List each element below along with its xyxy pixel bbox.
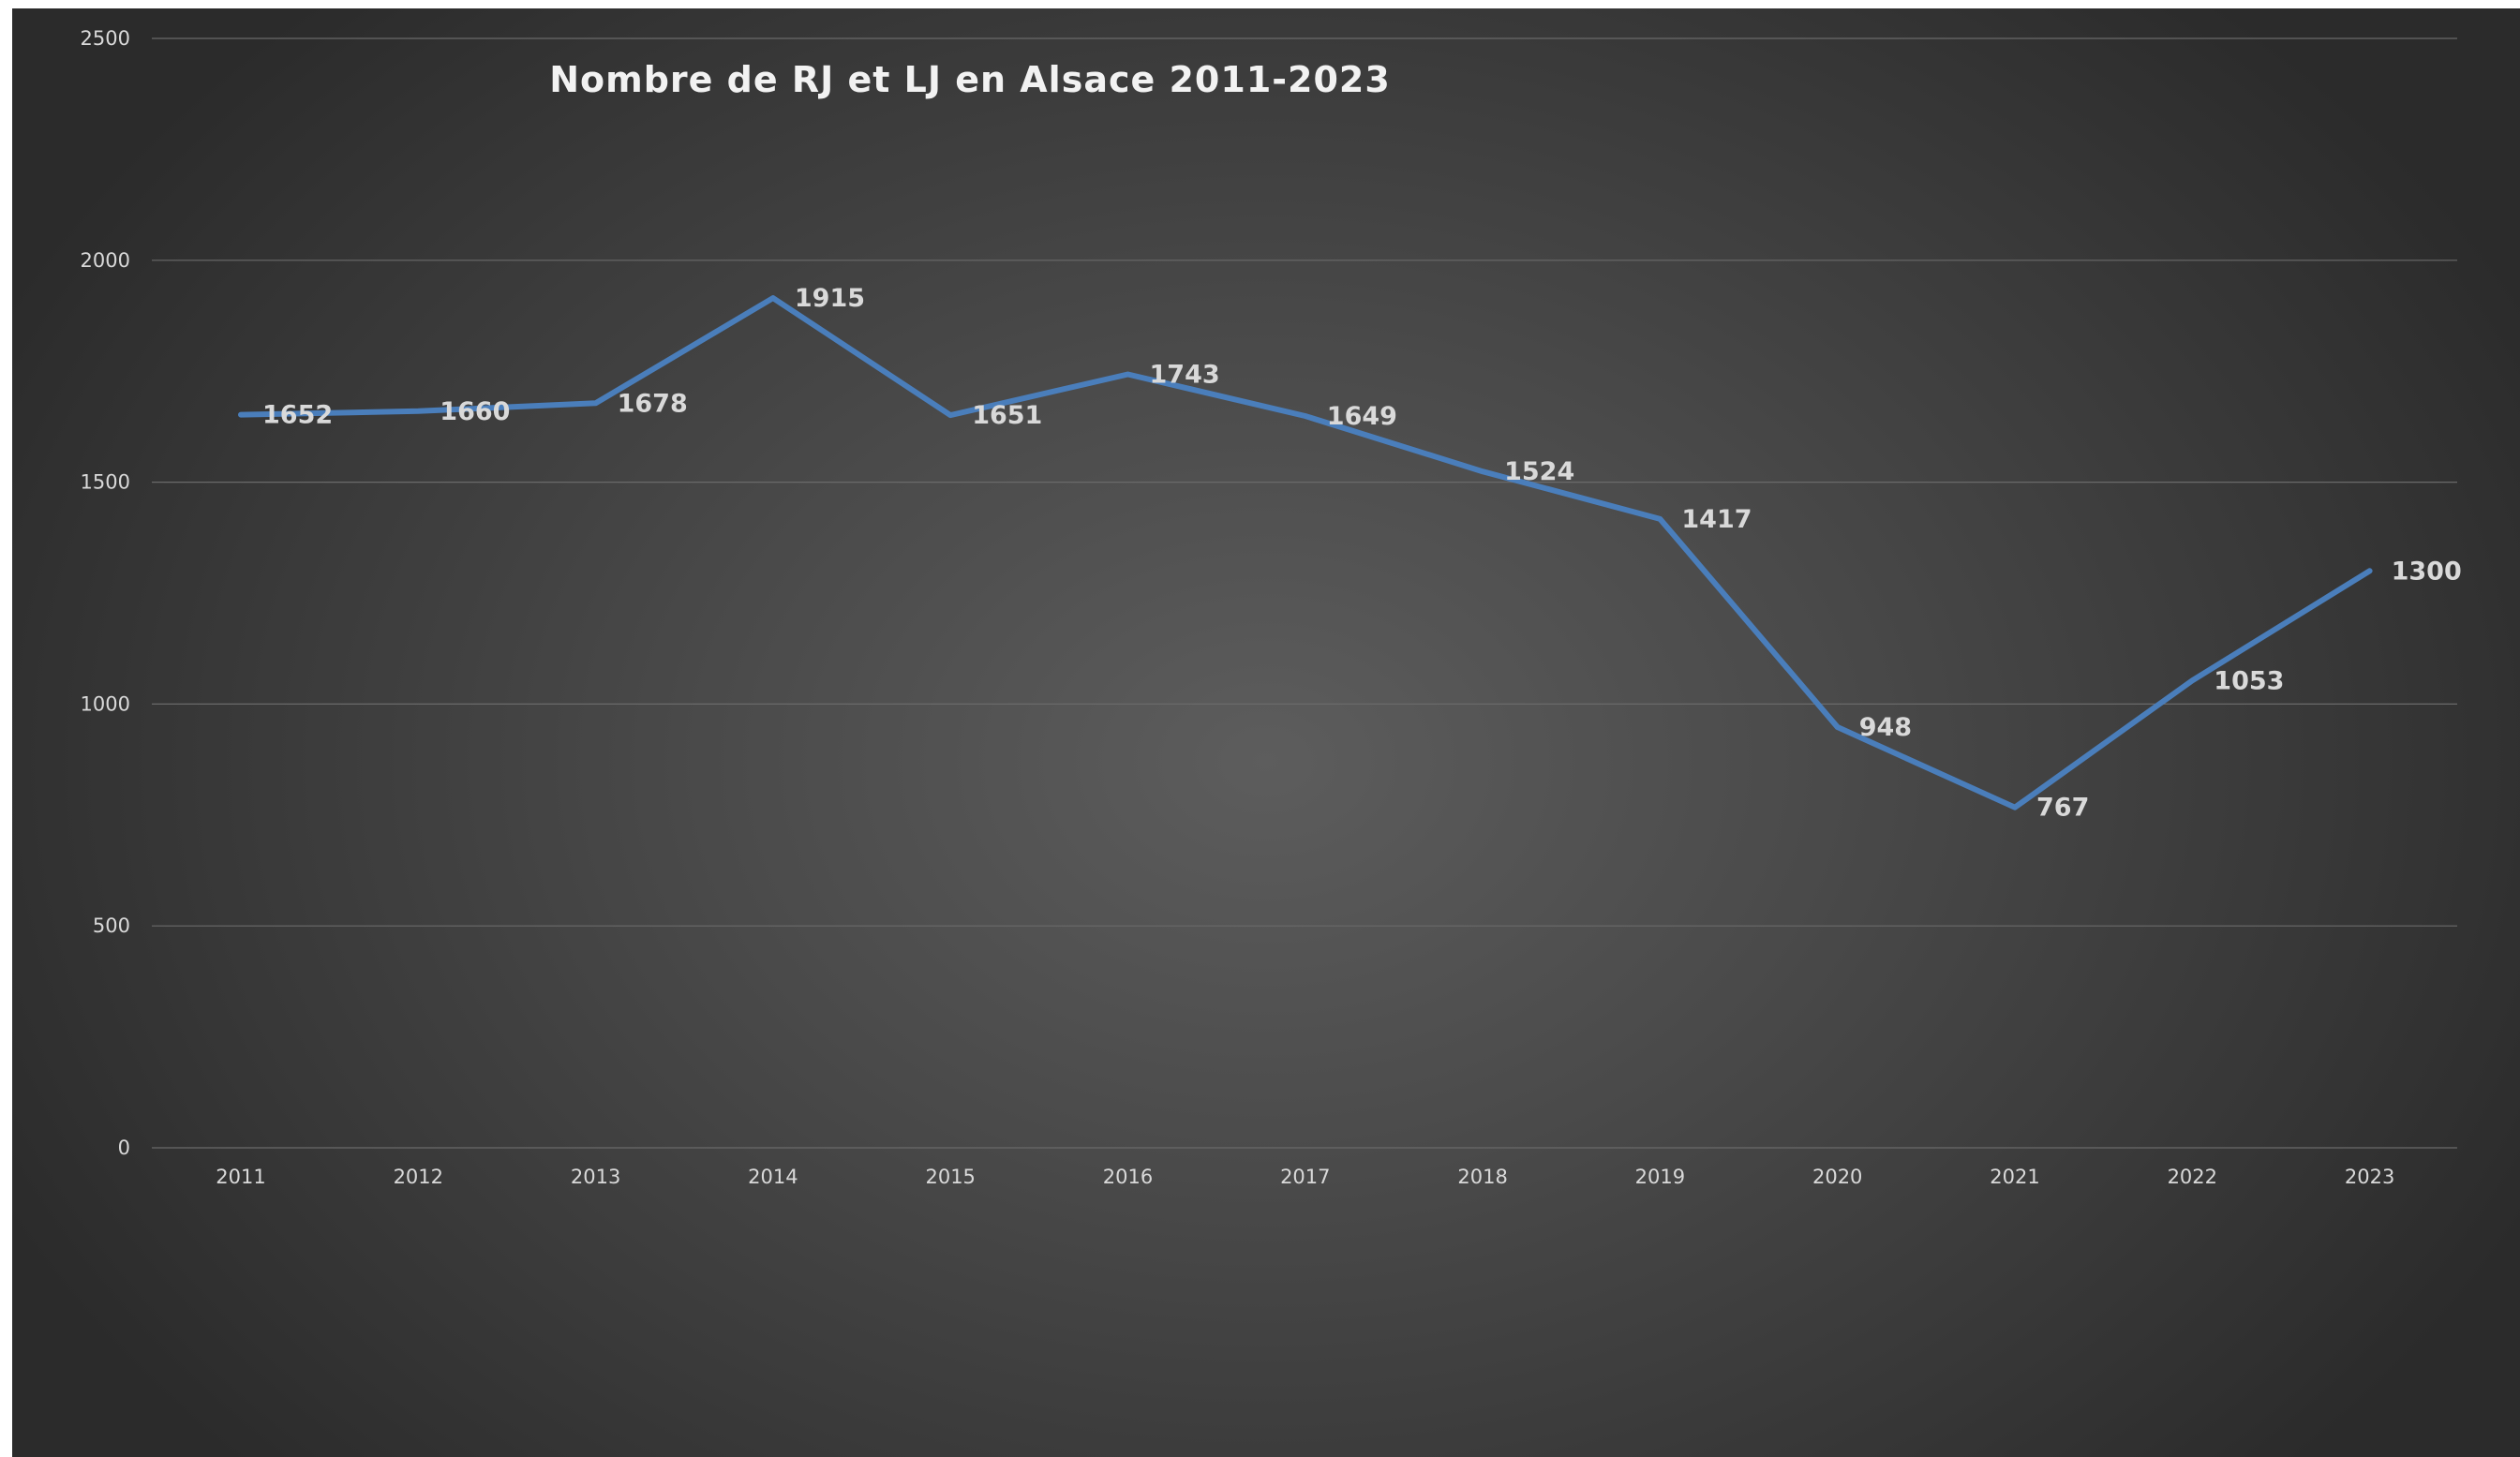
y-tick-label: 2500 xyxy=(81,27,130,50)
x-tick-label: 2014 xyxy=(748,1166,798,1188)
data-label: 1651 xyxy=(972,401,1042,430)
data-label: 1649 xyxy=(1327,402,1397,431)
data-label: 1678 xyxy=(618,389,688,418)
data-label: 1524 xyxy=(1504,457,1574,486)
y-tick-label: 0 xyxy=(118,1137,130,1159)
y-tick-label: 2000 xyxy=(81,249,130,272)
data-label: 1300 xyxy=(2392,557,2462,586)
x-tick-label: 2022 xyxy=(2168,1166,2217,1188)
data-label: 1915 xyxy=(795,284,865,313)
data-label: 1660 xyxy=(440,397,510,426)
data-label: 1743 xyxy=(1150,361,1220,390)
y-tick-label: 1500 xyxy=(81,471,130,494)
data-labels: 1652 1660 1678 1915 1651 1743 1649 1524 1417 948 7… xyxy=(262,284,2462,823)
series-line xyxy=(238,295,2373,810)
data-label: 767 xyxy=(2036,794,2089,823)
x-tick-label: 2011 xyxy=(216,1166,265,1188)
x-tick-label: 2015 xyxy=(925,1166,975,1188)
chart-title: Nombre de RJ et LJ en Alsace 2011-2023 xyxy=(549,59,1391,100)
gridlines xyxy=(152,37,2457,1149)
y-tick-label: 500 xyxy=(93,914,130,937)
x-tick-label: 2023 xyxy=(2345,1166,2394,1188)
x-tick-label: 2021 xyxy=(1990,1166,2039,1188)
y-axis-ticks: 0 500 1000 1500 2000 2500 xyxy=(81,27,130,1159)
x-tick-label: 2019 xyxy=(1635,1166,1685,1188)
x-tick-label: 2016 xyxy=(1103,1166,1153,1188)
data-label: 1053 xyxy=(2214,666,2284,695)
x-tick-label: 2013 xyxy=(571,1166,620,1188)
data-label: 948 xyxy=(1859,713,1912,742)
data-label: 1417 xyxy=(1681,505,1752,534)
x-tick-label: 2020 xyxy=(1812,1166,1862,1188)
x-tick-label: 2012 xyxy=(394,1166,443,1188)
chart-background xyxy=(12,8,2520,1457)
x-tick-label: 2018 xyxy=(1457,1166,1507,1188)
y-tick-label: 1000 xyxy=(81,692,130,715)
data-label: 1652 xyxy=(262,401,333,430)
x-axis-ticks: 2011 2012 2013 2014 2015 2016 2017 2018 2019 2020… xyxy=(216,1166,2394,1188)
x-tick-label: 2017 xyxy=(1280,1166,1330,1188)
